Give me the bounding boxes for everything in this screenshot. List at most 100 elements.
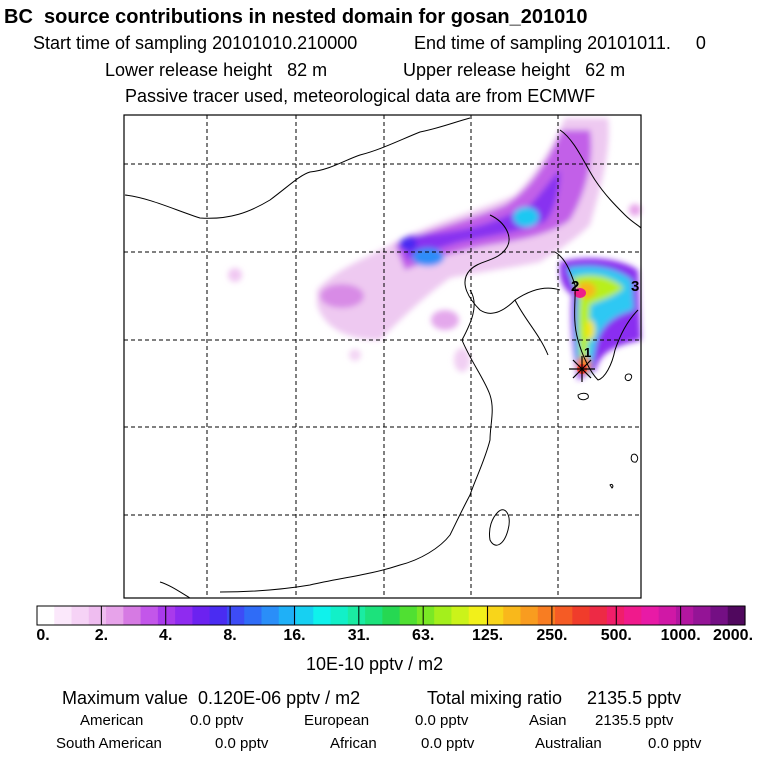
colorbar-unit: 10E-10 pptv / m2 bbox=[306, 654, 444, 674]
colorbar-segment bbox=[278, 606, 297, 625]
colorbar-segment bbox=[106, 606, 124, 625]
colorbar-segment bbox=[365, 606, 383, 625]
tracer-note: Passive tracer used, meteorological data… bbox=[125, 86, 596, 106]
plume-patch-3 bbox=[228, 268, 242, 282]
coast-north bbox=[124, 117, 471, 219]
total-mixing-ratio: Total mixing ratio 2135.5 pptv bbox=[427, 688, 682, 708]
colorbar-segment bbox=[347, 606, 366, 625]
colorbar-segment bbox=[71, 606, 90, 625]
marker-3: 3 bbox=[631, 278, 639, 295]
island-japan-1 bbox=[624, 373, 633, 381]
lower-release-height: Lower release height 82 m bbox=[105, 60, 328, 80]
colorbar-tick-label: 63. bbox=[412, 627, 435, 644]
colorbar-segment bbox=[727, 606, 746, 625]
colorbar bbox=[36, 605, 746, 626]
marker-2: 2 bbox=[571, 278, 579, 295]
plume-inner bbox=[405, 170, 560, 260]
plume-core-3 bbox=[399, 237, 417, 251]
colorbar-segment bbox=[416, 606, 435, 625]
colorbar-tick-label: 125. bbox=[471, 627, 504, 644]
colorbar-frame bbox=[36, 605, 746, 626]
marker-1: 1 bbox=[584, 345, 591, 360]
colorbar-segment bbox=[589, 606, 608, 625]
coast-hainan bbox=[159, 581, 191, 599]
colorbar-segment bbox=[485, 606, 504, 625]
colorbar-segment bbox=[209, 606, 228, 625]
colorbar-segment bbox=[261, 606, 280, 625]
coastlines bbox=[124, 117, 642, 599]
chart-title: BC source contributions in nested domain… bbox=[4, 6, 588, 28]
island-japan-3 bbox=[609, 483, 614, 489]
upper-release-height: Upper release height 62 m bbox=[403, 60, 626, 80]
colorbar-tick-label: 2. bbox=[94, 627, 109, 644]
region-value-european: 0.0 pptv bbox=[415, 712, 469, 729]
island-japan-2 bbox=[630, 453, 639, 463]
colorbar-segment bbox=[313, 606, 332, 625]
colorbar-segment bbox=[226, 606, 245, 625]
korea-core bbox=[572, 275, 624, 372]
start-time: Start time of sampling 20101010.210000 bbox=[33, 33, 358, 53]
colorbar-segment bbox=[658, 606, 677, 625]
colorbar-segment bbox=[503, 606, 522, 625]
plume-patch-2 bbox=[431, 310, 459, 330]
colorbar-segment bbox=[296, 606, 314, 625]
plume-patch-6 bbox=[629, 204, 641, 216]
coast-yellow-sea bbox=[514, 299, 549, 356]
region-name-european: European bbox=[304, 712, 370, 729]
colorbar-segment bbox=[244, 606, 263, 625]
region-name-american: American bbox=[80, 712, 144, 729]
island-taiwan bbox=[489, 509, 510, 546]
region-name-south-american: South American bbox=[56, 735, 162, 752]
heat-plumes bbox=[228, 118, 641, 380]
colorbar-tick-label: 250. bbox=[536, 627, 568, 644]
colorbar-segment bbox=[675, 606, 694, 625]
plume-patch-5 bbox=[454, 348, 470, 372]
colorbar-segment bbox=[468, 606, 487, 625]
colorbar-tick-label: 2000. bbox=[712, 627, 754, 644]
colorbar-segment bbox=[555, 606, 573, 625]
colorbar-segment bbox=[37, 606, 55, 625]
colorbar-tick-label: 0. bbox=[36, 627, 50, 644]
colorbar-segment bbox=[399, 606, 418, 625]
colorbar-tick-label: 31. bbox=[347, 627, 370, 644]
colorbar-segment bbox=[54, 606, 73, 625]
colorbar-tick-label: 16. bbox=[283, 627, 306, 644]
region-value-african: 0.0 pptv bbox=[421, 735, 475, 752]
plume-core-1 bbox=[412, 248, 444, 266]
colorbar-segment bbox=[520, 606, 539, 625]
region-value-south-american: 0.0 pptv bbox=[215, 735, 269, 752]
maximum-value: Maximum value 0.120E-06 pptv / m2 bbox=[62, 688, 361, 708]
colorbar-tick-label: 500. bbox=[600, 627, 632, 644]
colorbar-segment bbox=[157, 606, 176, 625]
coast-bohai bbox=[464, 214, 561, 314]
colorbar-tick-label: 1000. bbox=[660, 627, 701, 644]
coast-manchuria bbox=[559, 129, 642, 229]
region-value-american: 0.0 pptv bbox=[190, 712, 244, 729]
colorbar-tick-label: 4. bbox=[159, 627, 173, 644]
colorbar-segment bbox=[88, 606, 107, 625]
colorbar-segment bbox=[192, 606, 211, 625]
plume-patch-1 bbox=[320, 284, 364, 308]
peak-spot bbox=[574, 288, 586, 298]
region-name-asian: Asian bbox=[529, 712, 567, 729]
colorbar-segment bbox=[572, 606, 591, 625]
plume-core-2 bbox=[513, 207, 539, 227]
island-jeju bbox=[577, 392, 589, 401]
colorbar-segment bbox=[710, 606, 729, 625]
map-frame bbox=[123, 114, 642, 599]
colorbar-segment bbox=[330, 606, 349, 625]
region-value-asian: 2135.5 pptv bbox=[595, 712, 674, 729]
colorbar-segment bbox=[434, 606, 453, 625]
plume-patch-4 bbox=[349, 349, 361, 361]
colorbar-segment bbox=[641, 606, 660, 625]
colorbar-segment bbox=[624, 606, 642, 625]
coast-korea bbox=[554, 251, 639, 381]
receptor-star bbox=[569, 356, 595, 382]
colorbar-segment bbox=[537, 606, 556, 625]
region-name-australian: Australian bbox=[535, 735, 602, 752]
colorbar-segment bbox=[382, 606, 401, 625]
region-value-australian: 0.0 pptv bbox=[648, 735, 702, 752]
grid-lines bbox=[124, 115, 641, 598]
colorbar-tick-label: 8. bbox=[223, 627, 237, 644]
